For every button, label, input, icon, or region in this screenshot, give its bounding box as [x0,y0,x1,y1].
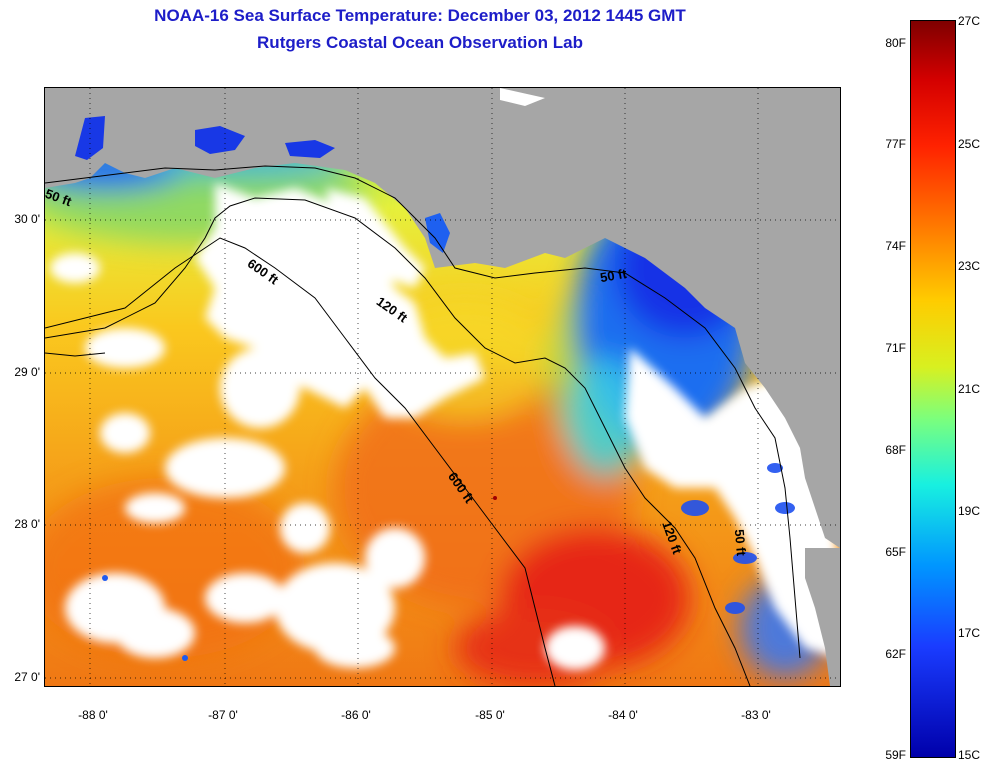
colorbar-c-label: 23C [958,259,981,273]
sst-map[interactable] [44,87,841,687]
colorbar-f-label: 62F [885,647,906,661]
colorbar-f-label: 71F [885,341,906,355]
colorbar-c-label: 21C [958,382,981,396]
colorbar-f-label: 77F [885,137,906,151]
longitude-tick: -85 0' [475,708,505,722]
colorbar-c-label: 17C [958,626,981,640]
colorbar-f-label: 65F [885,545,906,559]
colorbar-c-label: 19C [958,504,981,518]
colorbar-f-label: 68F [885,443,906,457]
latitude-tick: 30 0' [14,212,40,226]
longitude-tick: -83 0' [741,708,771,722]
longitude-tick: -88 0' [78,708,108,722]
colorbar-c-label: 25C [958,137,981,151]
longitude-tick: -84 0' [608,708,638,722]
map-title: NOAA-16 Sea Surface Temperature: Decembe… [154,6,686,25]
colorbar-c-label: 27C [958,14,981,28]
latitude-tick: 28 0' [14,517,40,531]
colorbar-f-label: 74F [885,239,906,253]
temperature-colorbar [910,20,956,758]
sst-map-canvas [45,88,840,686]
colorbar-f-label: 59F [885,748,906,762]
contour-label: 50 ft [731,528,750,557]
map-subtitle: Rutgers Coastal Ocean Observation Lab [257,33,583,52]
colorbar-f-label: 80F [885,36,906,50]
longitude-tick: -86 0' [341,708,371,722]
colorbar-c-label: 15C [958,748,981,762]
latitude-tick: 27 0' [14,670,40,684]
longitude-tick: -87 0' [208,708,238,722]
latitude-tick: 29 0' [14,365,40,379]
